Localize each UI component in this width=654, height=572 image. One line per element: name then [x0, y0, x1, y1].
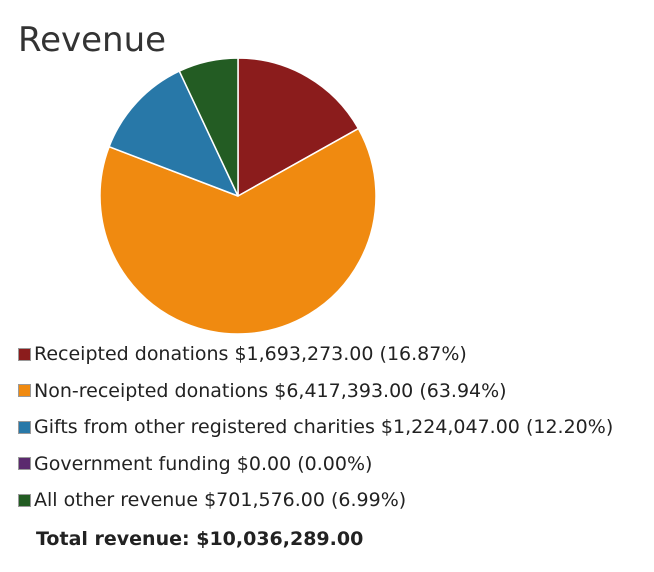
chart-legend: Receipted donations $1,693,273.00 (16.87… [18, 336, 648, 519]
legend-item: Non-receipted donations $6,417,393.00 (6… [18, 373, 648, 410]
legend-label: Gifts from other registered charities [34, 416, 375, 439]
legend-percent: (16.87%) [379, 343, 467, 366]
total-revenue-label: Total revenue: [36, 528, 190, 550]
pie-slice [237, 57, 360, 197]
legend-swatch [18, 420, 31, 434]
total-revenue-value: $10,036,289.00 [196, 528, 364, 550]
legend-label: Non-receipted donations [34, 379, 269, 402]
legend-swatch [18, 493, 31, 507]
legend-swatch [18, 347, 31, 361]
legend-swatch [18, 457, 31, 471]
legend-item: Gifts from other registered charities $1… [18, 409, 648, 446]
pie-slice [178, 57, 239, 197]
legend-percent: (0.00%) [297, 452, 373, 475]
legend-percent: (12.20%) [525, 416, 614, 439]
legend-label: Receipted donations [34, 343, 229, 366]
legend-percent: (63.94%) [419, 379, 507, 402]
pie-slice [99, 127, 377, 335]
legend-amount: $1,693,273.00 [234, 343, 374, 366]
legend-amount: $1,224,047.00 [380, 416, 520, 439]
legend-item: All other revenue $701,576.00 (6.99%) [18, 482, 648, 519]
legend-percent: (6.99%) [331, 489, 407, 512]
legend-amount: $701,576.00 [204, 489, 325, 512]
pie-slice [108, 70, 239, 197]
legend-label: All other revenue [34, 489, 199, 512]
legend-swatch [18, 384, 31, 398]
pie-chart [99, 57, 377, 335]
legend-amount: $0.00 [236, 452, 292, 475]
legend-label: Government funding [34, 452, 231, 475]
total-revenue: Total revenue: $10,036,289.00 [36, 528, 363, 550]
legend-amount: $6,417,393.00 [274, 379, 414, 402]
legend-item: Receipted donations $1,693,273.00 (16.87… [18, 336, 648, 373]
legend-item: Government funding $0.00 (0.00%) [18, 446, 648, 483]
chart-title: Revenue [18, 20, 167, 60]
